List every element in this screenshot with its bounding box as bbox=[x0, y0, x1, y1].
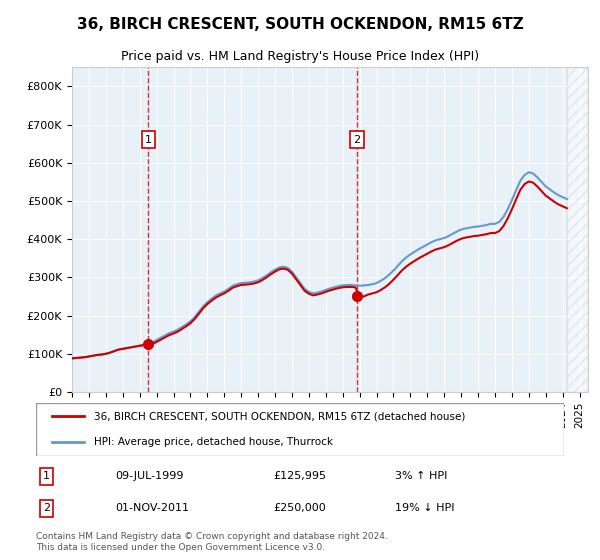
Text: £250,000: £250,000 bbox=[274, 503, 326, 514]
Text: HPI: Average price, detached house, Thurrock: HPI: Average price, detached house, Thur… bbox=[94, 436, 333, 446]
FancyBboxPatch shape bbox=[36, 403, 564, 456]
Text: 36, BIRCH CRESCENT, SOUTH OCKENDON, RM15 6TZ (detached house): 36, BIRCH CRESCENT, SOUTH OCKENDON, RM15… bbox=[94, 412, 466, 422]
Text: Contains HM Land Registry data © Crown copyright and database right 2024.
This d: Contains HM Land Registry data © Crown c… bbox=[36, 532, 388, 552]
Text: 19% ↓ HPI: 19% ↓ HPI bbox=[395, 503, 455, 514]
Text: 3% ↑ HPI: 3% ↑ HPI bbox=[395, 471, 448, 481]
Text: 1: 1 bbox=[145, 135, 152, 145]
Bar bbox=[567, 67, 588, 392]
Text: 36, BIRCH CRESCENT, SOUTH OCKENDON, RM15 6TZ: 36, BIRCH CRESCENT, SOUTH OCKENDON, RM15… bbox=[77, 17, 523, 32]
Text: 1: 1 bbox=[43, 471, 50, 481]
Text: £125,995: £125,995 bbox=[274, 471, 326, 481]
Text: 2: 2 bbox=[353, 135, 360, 145]
Text: 2: 2 bbox=[43, 503, 50, 514]
Text: 09-JUL-1999: 09-JUL-1999 bbox=[115, 471, 184, 481]
Text: Price paid vs. HM Land Registry's House Price Index (HPI): Price paid vs. HM Land Registry's House … bbox=[121, 50, 479, 63]
Text: 01-NOV-2011: 01-NOV-2011 bbox=[115, 503, 189, 514]
